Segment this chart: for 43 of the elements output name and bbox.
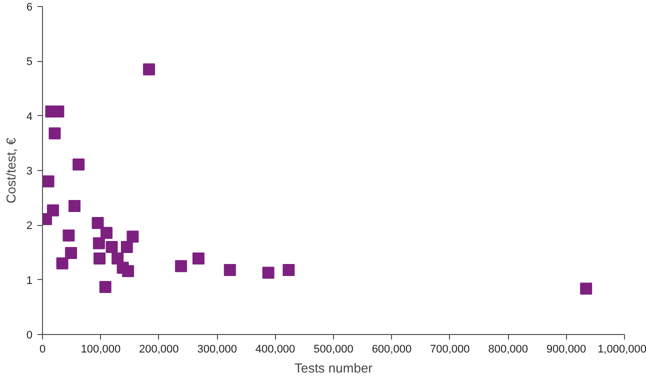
y-tick-label: 0 bbox=[26, 330, 33, 342]
x-tick-label: 0 bbox=[39, 344, 46, 356]
x-tick-label: 300,000 bbox=[197, 344, 237, 356]
x-tick-label: 500,000 bbox=[314, 344, 354, 356]
point bbox=[72, 158, 85, 170]
point bbox=[99, 280, 112, 293]
x-tick-label: 200,000 bbox=[139, 344, 179, 356]
point bbox=[92, 216, 104, 229]
point bbox=[56, 257, 68, 270]
point bbox=[143, 63, 156, 76]
x-tick-label: 700,000 bbox=[430, 344, 470, 356]
x-tick-label: 600,000 bbox=[372, 344, 412, 356]
x-tick-label: 900,000 bbox=[546, 344, 586, 356]
y-tick-label: 4 bbox=[26, 110, 33, 123]
point bbox=[120, 241, 133, 254]
point bbox=[224, 264, 236, 276]
point bbox=[106, 241, 118, 254]
y-tick-label: 6 bbox=[26, 2, 33, 14]
x-tick-label: 100,000 bbox=[80, 344, 121, 356]
y-tick-label: 3 bbox=[26, 166, 33, 178]
point bbox=[48, 127, 61, 140]
x-tick-label: 1,000,000 bbox=[598, 344, 646, 356]
point bbox=[580, 282, 592, 295]
point bbox=[65, 247, 78, 260]
point bbox=[92, 237, 105, 250]
point bbox=[100, 226, 113, 239]
point bbox=[126, 230, 139, 243]
point bbox=[192, 252, 204, 265]
point bbox=[175, 260, 188, 272]
point bbox=[42, 175, 54, 188]
y-tick-label: 1 bbox=[26, 274, 33, 287]
point bbox=[68, 200, 81, 212]
point bbox=[62, 230, 75, 242]
y-axis-title: Cost/test, € bbox=[3, 136, 18, 204]
x-tick-label: 400,000 bbox=[255, 344, 296, 356]
x-axis-title: Tests number bbox=[294, 360, 374, 376]
y-tick-label: 2 bbox=[26, 220, 33, 232]
x-tick-label: 800,000 bbox=[488, 344, 528, 356]
point bbox=[122, 265, 134, 278]
point bbox=[94, 252, 106, 265]
point bbox=[282, 264, 295, 276]
point bbox=[262, 266, 274, 279]
y-tick-label: 5 bbox=[26, 56, 33, 68]
